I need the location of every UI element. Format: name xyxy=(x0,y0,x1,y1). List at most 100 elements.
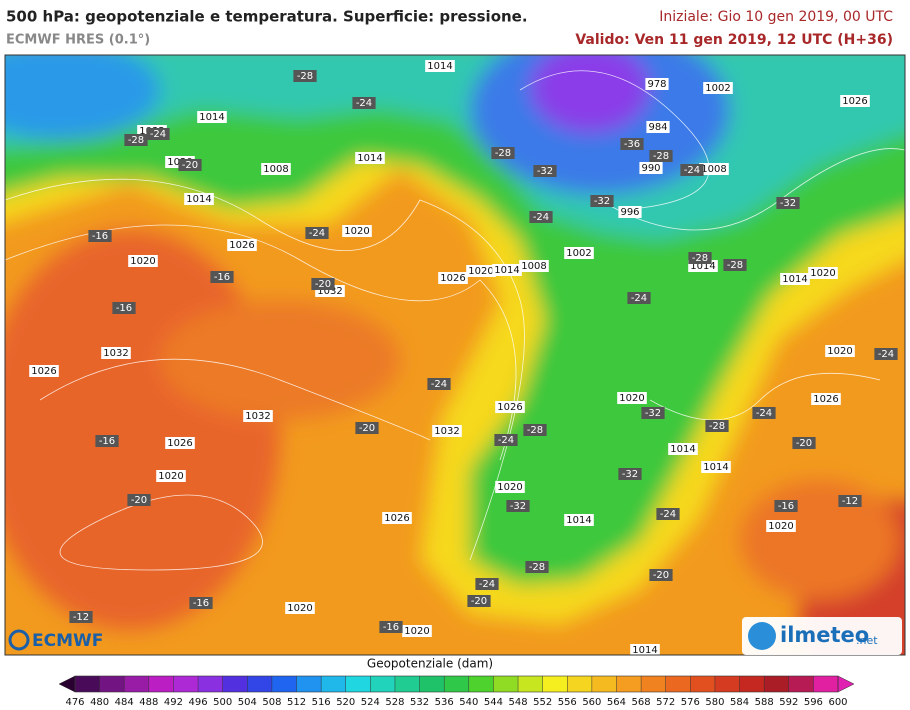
map-frame xyxy=(4,54,906,656)
temperature-label-bg xyxy=(427,378,451,390)
temperature-label-bg xyxy=(95,435,119,447)
temperature-label-bg xyxy=(874,348,898,360)
pressure-label: 990 xyxy=(641,163,660,174)
temperature-label-bg xyxy=(355,422,379,434)
temperature-label-bg xyxy=(112,302,136,314)
colorbar-tick-label: 524 xyxy=(361,697,380,708)
temperature-label: -20 xyxy=(182,160,198,171)
colorbar-tick-label: 552 xyxy=(533,697,552,708)
temperature-label: -24 xyxy=(756,408,772,419)
colorbar-tick-label: 572 xyxy=(656,697,675,708)
colorbar-segment xyxy=(641,676,667,692)
pressure-label-bg xyxy=(492,264,522,276)
temperature-label-bg xyxy=(311,278,335,290)
temperature-label: -32 xyxy=(594,196,610,207)
pressure-label: 1026 xyxy=(440,273,465,284)
colorbar-tick-label: 512 xyxy=(287,697,306,708)
temperature-label-bg xyxy=(680,164,704,176)
temperature-label: -28 xyxy=(529,562,545,573)
pressure-label-bg xyxy=(382,512,412,524)
colorbar-segment xyxy=(419,676,445,692)
pressure-label: 1020 xyxy=(497,482,522,493)
init-time: Iniziale: Gio 10 gen 2019, 00 UTC xyxy=(659,9,893,25)
pressure-label-bg xyxy=(432,425,462,437)
pressure-label-bg xyxy=(342,225,372,237)
pressure-label-bg xyxy=(466,265,496,277)
pressure-label-bg xyxy=(618,206,642,218)
pressure-label: 1014 xyxy=(186,194,211,205)
colorbar-segment xyxy=(222,676,248,692)
pressure-label: 1014 xyxy=(357,153,382,164)
pressure-label: 1026 xyxy=(813,394,838,405)
pressure-label: 1020 xyxy=(827,346,852,357)
pressure-label: 1026 xyxy=(842,96,867,107)
colorbar-tick-label: 580 xyxy=(705,697,724,708)
temperature-label-bg xyxy=(752,407,776,419)
pressure-label: 1032 xyxy=(245,411,270,422)
pressure-label-bg xyxy=(639,162,663,174)
pressure-label: 1014 xyxy=(199,112,224,123)
colorbar-tick-label: 532 xyxy=(410,697,429,708)
temperature-label-bg xyxy=(506,500,530,512)
colorbar-tick-label: 520 xyxy=(336,697,355,708)
pressure-label-bg xyxy=(808,267,838,279)
pressure-label-bg xyxy=(811,393,841,405)
colorbar-right-end xyxy=(837,675,855,693)
temperature-label: -28 xyxy=(709,421,725,432)
temperature-label-bg xyxy=(641,407,665,419)
temperature-label-bg xyxy=(352,97,376,109)
pressure-label-bg xyxy=(29,365,59,377)
colorbar-segment xyxy=(468,676,494,692)
colorbar-tick-label: 596 xyxy=(804,697,823,708)
pressure-label: 1008 xyxy=(521,261,546,272)
colorbar-segment xyxy=(591,676,617,692)
colorbar-tick-label: 500 xyxy=(213,697,232,708)
pressure-label-bg xyxy=(668,443,698,455)
colorbar-tick-label: 508 xyxy=(262,697,281,708)
colorbar-tick-label: 588 xyxy=(755,697,774,708)
colorbar-tick-label: 600 xyxy=(828,697,847,708)
temperature-label: -20 xyxy=(315,279,331,290)
map: 1014978100210261014103210141008102098499… xyxy=(5,55,905,655)
temperature-label: -20 xyxy=(471,596,487,607)
colorbar-tick-label: 592 xyxy=(779,697,798,708)
temperature-label: -16 xyxy=(778,501,794,512)
colorbar-segment xyxy=(690,676,716,692)
temperature-label: -28 xyxy=(297,71,313,82)
pressure-label: 1020 xyxy=(158,471,183,482)
temperature-label: -32 xyxy=(510,501,526,512)
temperature-label-bg xyxy=(620,138,644,150)
temperature-label-bg xyxy=(590,195,614,207)
temperature-label-bg xyxy=(379,621,403,633)
ilmeteo-suffix: .net xyxy=(856,634,878,647)
pressure-label-bg xyxy=(645,78,669,90)
pressure-label: 1032 xyxy=(103,348,128,359)
temperature-label: -28 xyxy=(727,260,743,271)
colorbar-segment xyxy=(739,676,765,692)
pressure-label-bg xyxy=(402,625,432,637)
pressure-label: 1020 xyxy=(810,268,835,279)
temperature-label-bg xyxy=(467,595,491,607)
temperature-label: -24 xyxy=(660,509,676,520)
colorbar-segment xyxy=(764,676,790,692)
temperature-label: -36 xyxy=(624,139,640,150)
temperature-label: -28 xyxy=(527,425,543,436)
colorbar-title: Geopotenziale (dam) xyxy=(367,657,493,671)
colorbar-tick-label: 556 xyxy=(558,697,577,708)
temperature-label-bg xyxy=(124,134,148,146)
temperature-label-bg xyxy=(533,165,557,177)
temperature-label: -16 xyxy=(99,436,115,447)
colorbar-segment xyxy=(518,676,544,692)
temperature-label: -24 xyxy=(533,212,549,223)
pressure-label-bg xyxy=(438,272,468,284)
pressure-label: 1020 xyxy=(468,266,493,277)
pressure-label: 1026 xyxy=(31,366,56,377)
colorbar-frame xyxy=(74,675,839,693)
temperature-label: -16 xyxy=(193,598,209,609)
temperature-label-bg xyxy=(127,494,151,506)
temperature-label: -20 xyxy=(653,570,669,581)
pressure-label: 1008 xyxy=(263,164,288,175)
pressure-label: 1014 xyxy=(566,515,591,526)
colorbar-tick-label: 560 xyxy=(582,697,601,708)
pressure-label: 1020 xyxy=(130,256,155,267)
